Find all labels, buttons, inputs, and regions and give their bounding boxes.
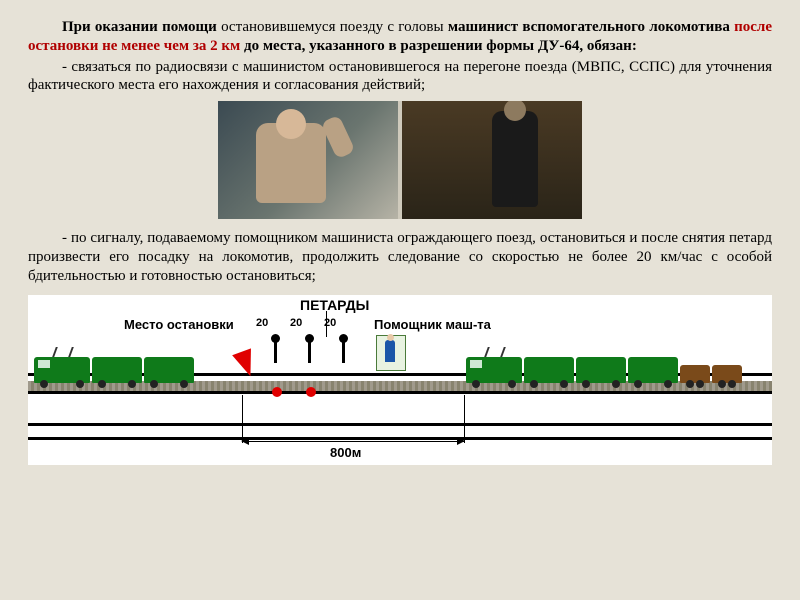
photo-driver-radio <box>218 101 398 219</box>
assist-car-2 <box>144 357 194 383</box>
petard-3 <box>342 339 345 363</box>
rail-lower-top <box>28 423 772 426</box>
spacing-2: 20 <box>290 317 302 329</box>
paragraph-1: При оказании помощи остановившемуся поез… <box>28 18 772 56</box>
rail-upper-bottom <box>28 391 772 394</box>
rail-lower-bottom <box>28 437 772 440</box>
paragraph-2: - связаться по радиосвязи с машинистом о… <box>28 58 772 96</box>
p1-plain-1: остановившемуся поезду с головы <box>221 19 448 35</box>
photo-strip <box>218 101 582 219</box>
dim-tick-right <box>464 395 465 443</box>
stopped-car-2 <box>576 357 626 383</box>
track-diagram: ПЕТАРДЫ Место остановки Помощник маш-та … <box>28 295 772 465</box>
photo-standing-operator <box>402 101 582 219</box>
assist-loco <box>34 357 90 383</box>
stop-dot-1 <box>272 387 282 397</box>
stopped-car-3 <box>628 357 678 383</box>
p1-bold-2: машинист вспомогательного локомотива <box>448 19 734 35</box>
label-petards: ПЕТАРДЫ <box>300 297 369 313</box>
stop-dot-2 <box>306 387 316 397</box>
petard-2 <box>308 339 311 363</box>
stopped-car-4 <box>680 365 710 383</box>
assistant-icon <box>376 335 406 371</box>
petard-1 <box>274 339 277 363</box>
dim-tick-left <box>242 395 243 443</box>
driver-figure <box>256 123 326 203</box>
dim-line-800m <box>242 441 464 442</box>
label-stop: Место остановки <box>124 317 234 332</box>
paragraph-3: - по сигналу, подаваемому помощником маш… <box>28 229 772 285</box>
p1-bold-3: до места, указанного в разрешении формы … <box>244 38 637 54</box>
train-assist <box>34 351 196 383</box>
dim-label-800m: 800м <box>330 445 361 460</box>
p1-bold-1: При оказании помощи <box>62 19 221 35</box>
stopped-loco <box>466 357 522 383</box>
stopped-car-5 <box>712 365 742 383</box>
spacing-1: 20 <box>256 317 268 329</box>
page: При оказании помощи остановившемуся поез… <box>0 0 800 465</box>
petards-leader <box>326 311 327 337</box>
label-assistant: Помощник маш-та <box>374 317 491 332</box>
assist-car-1 <box>92 357 142 383</box>
train-stopped <box>466 351 744 383</box>
standing-figure <box>492 111 538 207</box>
stopped-car-1 <box>524 357 574 383</box>
